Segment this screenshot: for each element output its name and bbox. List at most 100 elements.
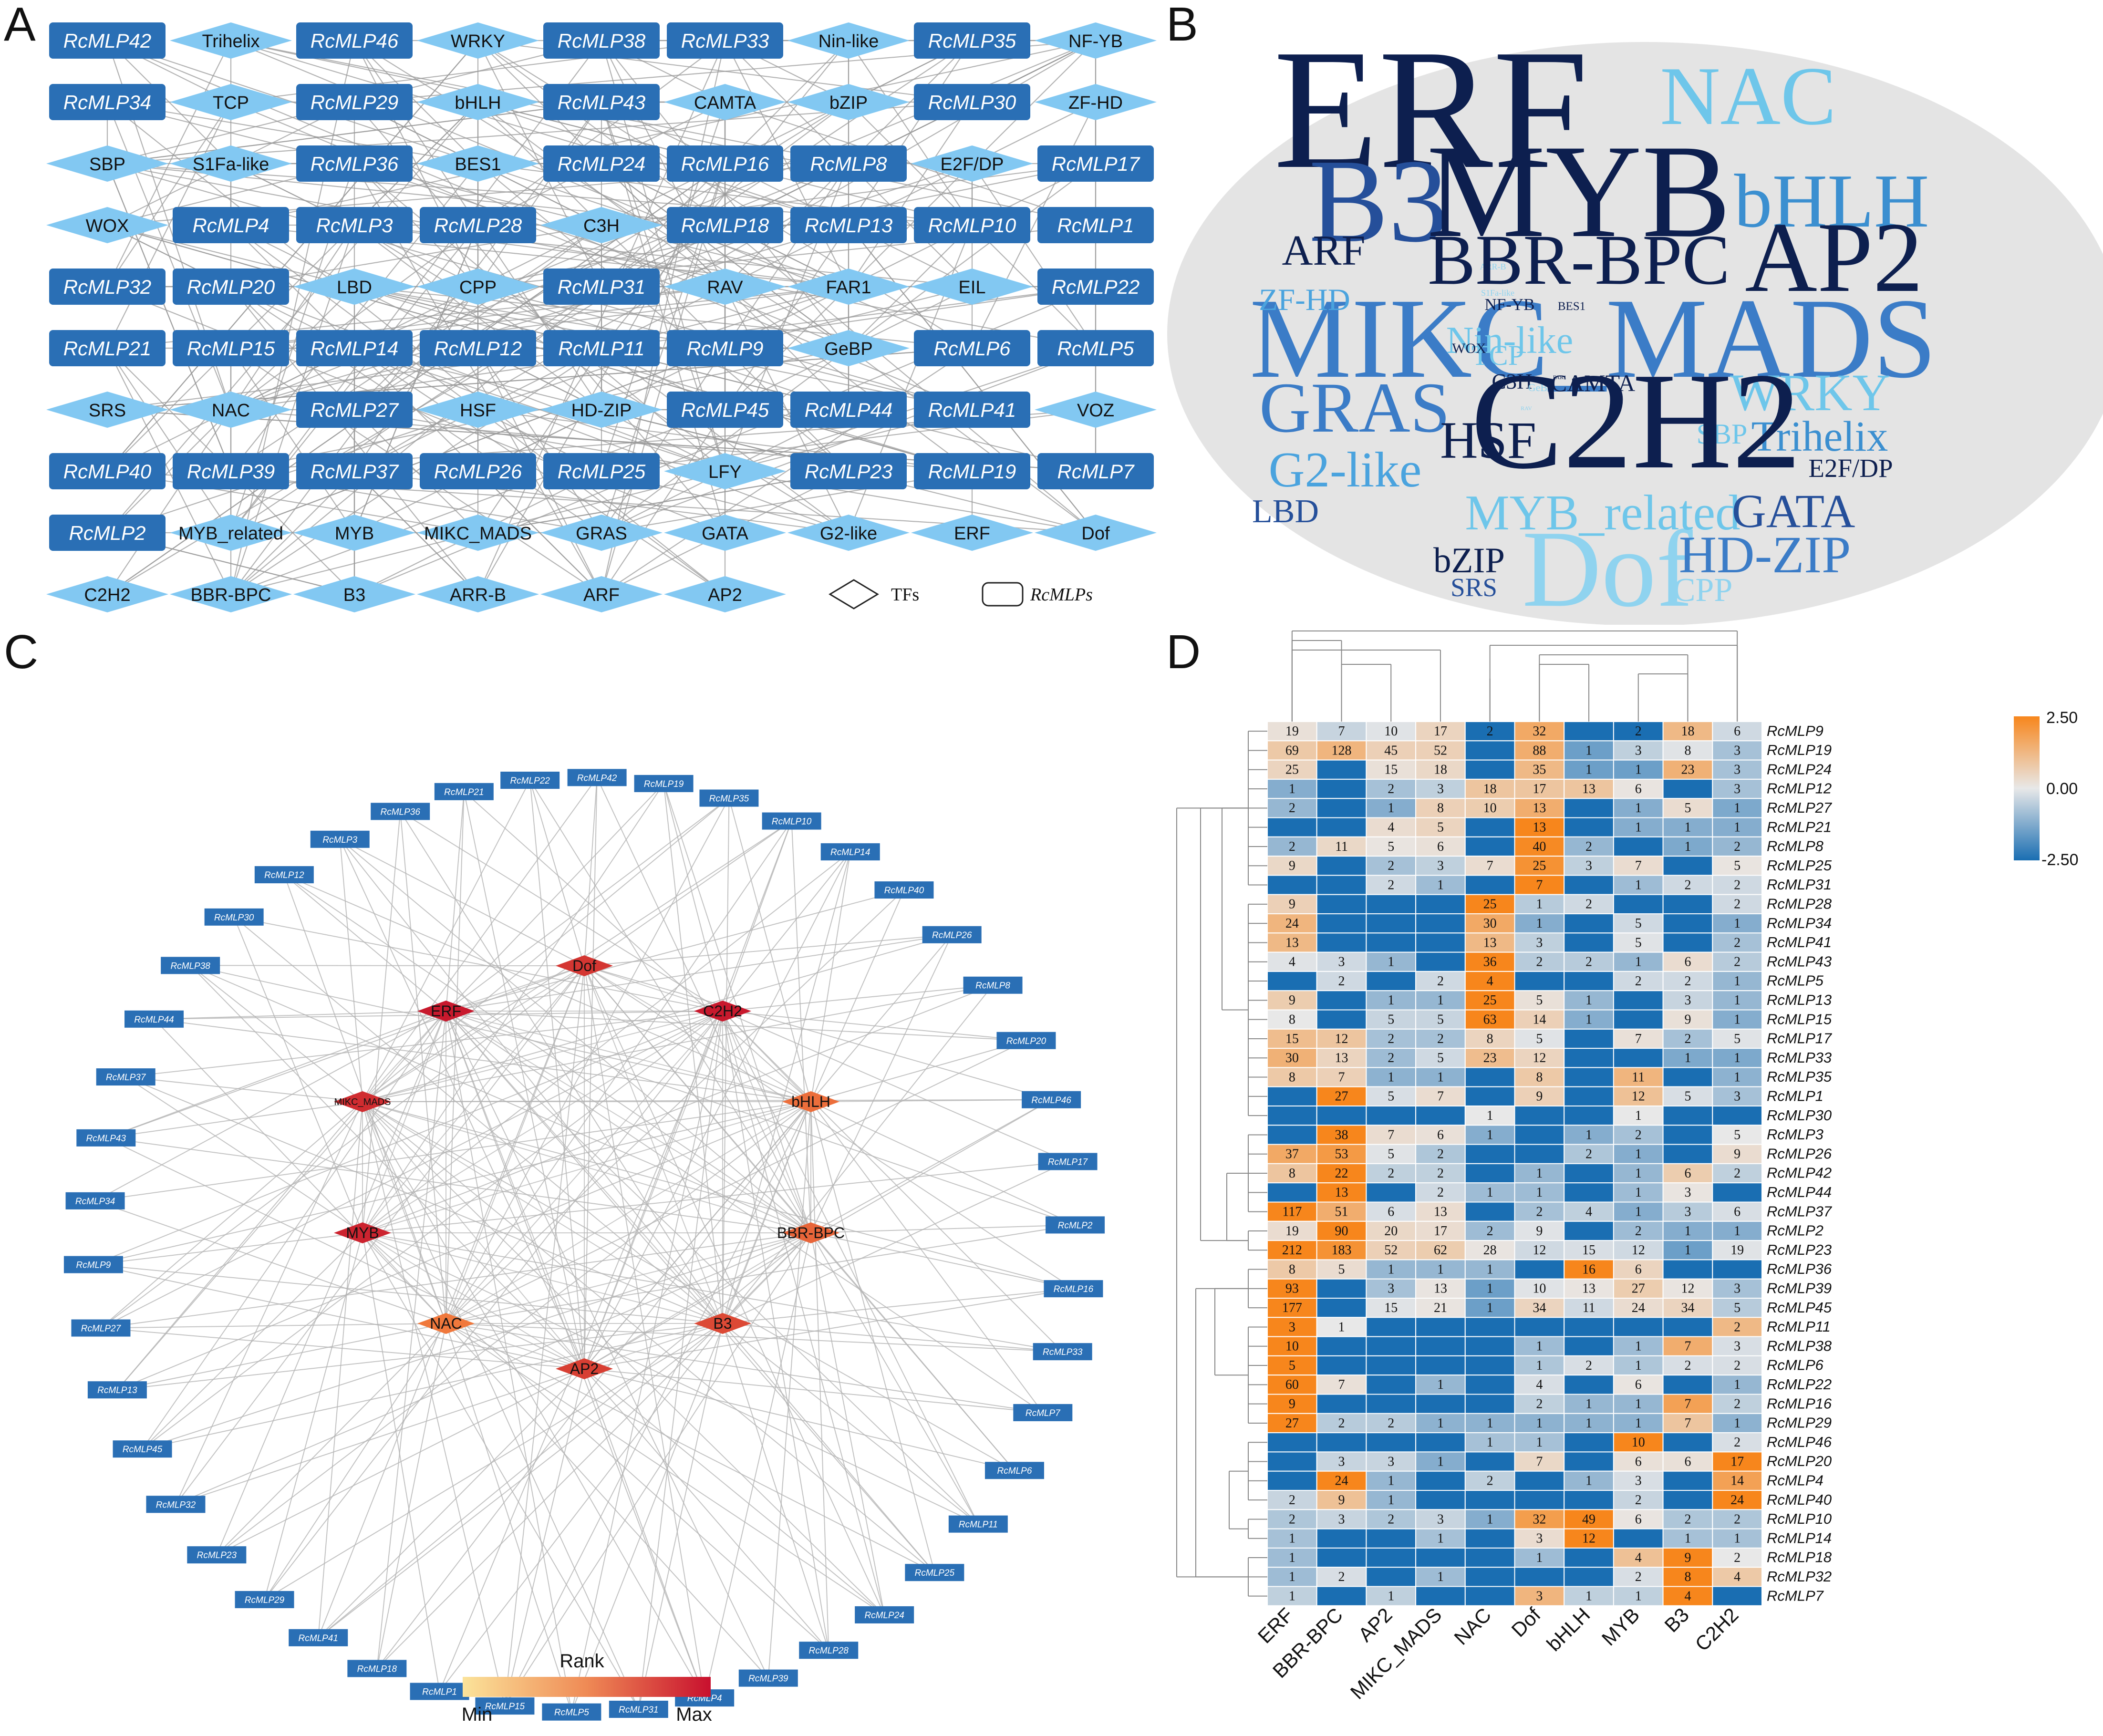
heatmap-cell [1564, 1374, 1614, 1395]
edge [445, 1323, 935, 1573]
heatmap-cell [1267, 971, 1317, 992]
heatmap-cell [1564, 875, 1614, 895]
edge [722, 798, 730, 1324]
mlp-node-box [1037, 269, 1154, 305]
heatmap-cell [1267, 990, 1317, 1011]
edge [810, 1101, 829, 1651]
tf-node: bZIP [787, 84, 910, 120]
mlp-node-label: RcMLP32 [156, 1500, 196, 1510]
tf-node: AP2 [664, 576, 786, 612]
tf-node-label: G2-like [820, 524, 877, 544]
cell-value: 5 [1388, 1089, 1394, 1104]
edge [154, 1019, 446, 1324]
edge [362, 811, 401, 1233]
cell-value: 8 [1289, 1262, 1295, 1277]
cell-value: 3 [1437, 782, 1444, 796]
cell-value: 9 [1338, 1493, 1345, 1508]
word-e2f-dp: E2F/DP [1808, 454, 1893, 483]
mlp-node: RcMLP36 [296, 145, 413, 182]
mlp-node: RcMLP39 [173, 453, 289, 489]
cell-value: 8 [1289, 1070, 1295, 1085]
heatmap-cell [1712, 1298, 1763, 1318]
cell-value: 4 [1684, 1589, 1691, 1604]
tf-node-label: NAC [212, 401, 250, 421]
cell-value: 13 [1335, 1185, 1348, 1200]
cell-value: 1 [1437, 1070, 1444, 1085]
cell-value: 1 [1585, 1013, 1592, 1027]
edge [584, 1101, 811, 1369]
mlp-node-box [543, 453, 660, 489]
heatmap-cell [1366, 856, 1417, 876]
mlp-node-box [543, 22, 660, 59]
heatmap-cell [1564, 1336, 1614, 1356]
cell-value: 2 [1585, 839, 1592, 854]
cell-value: 5 [1734, 858, 1740, 873]
edge [445, 1323, 572, 1712]
heatmap-cell [1464, 1067, 1515, 1087]
edge [362, 1232, 585, 1369]
mlp-node: RcMLP32 [146, 1496, 206, 1513]
tf-node-label: GRAS [576, 524, 627, 544]
cell-value: 9 [1289, 1397, 1295, 1412]
cell-value: 4 [1289, 955, 1295, 970]
edge [264, 1323, 446, 1600]
cell-value: 5 [1684, 801, 1691, 816]
mlp-node-label: RcMLP43 [86, 1134, 126, 1144]
cell-value: 25 [1483, 993, 1497, 1008]
tf-node-diamond [911, 515, 1033, 551]
mlp-node-label: RcMLP32 [63, 276, 151, 298]
heatmap-cell [1564, 1490, 1614, 1510]
mlp-node-label: RcMLP36 [380, 807, 420, 817]
tf-node: ARR-B [417, 576, 539, 612]
cell-value: 2 [1635, 1127, 1642, 1142]
panel-d-heatmap: 19 7 10 17 2 32 2 18 669 128 45 52 88 1 3 8 325 15 18 35 1 1 2… [1176, 630, 2079, 1704]
edge-layer [93, 777, 1076, 1713]
cell-value: 2 [1388, 878, 1394, 892]
edge [767, 1101, 811, 1678]
row-label: RcMLP37 [1767, 1203, 1833, 1219]
mlp-node-box [1037, 453, 1154, 489]
tf-node: WOX [46, 207, 168, 243]
mlp-node: RcMLP32 [49, 269, 166, 305]
cell-value: 17 [1434, 1224, 1447, 1239]
cell-value: 1 [1684, 1224, 1691, 1239]
tf-node-label: MIKC_MADS [424, 524, 532, 544]
mlp-node-label: RcMLP6 [997, 1466, 1032, 1476]
edge [105, 965, 585, 1138]
cell-value: 8 [1289, 1166, 1295, 1181]
cell-value: 15 [1384, 1301, 1398, 1315]
heatmap-cell [1712, 1259, 1763, 1280]
mlp-node: RcMLP14 [296, 330, 413, 366]
edge [376, 1011, 446, 1669]
heatmap-cell [1415, 1163, 1466, 1184]
edge [362, 1011, 446, 1233]
cell-value: 2 [1585, 1358, 1592, 1373]
row-label: RcMLP33 [1767, 1049, 1832, 1066]
mlp-node-box [173, 269, 289, 305]
mlp-node-box [347, 1660, 407, 1677]
mlp-node: RcMLP38 [543, 22, 660, 59]
cell-value: 1 [1437, 1454, 1444, 1469]
edge [362, 1101, 506, 1706]
heatmap-cell [1316, 1586, 1367, 1606]
edge [340, 839, 811, 1233]
edge [445, 783, 664, 1012]
cell-value: 1 [1635, 1358, 1642, 1373]
column-label: NAC [1450, 1603, 1495, 1649]
cell-value: 9 [1289, 858, 1295, 873]
tf-node-label: TCP [213, 93, 249, 113]
edge [142, 1232, 811, 1450]
edge [362, 1101, 811, 1233]
cell-value: 3 [1585, 858, 1592, 873]
mlp-node-box [475, 1697, 535, 1715]
heatmap-cell [1415, 778, 1466, 799]
cell-value: 7 [1338, 1070, 1345, 1085]
mlp-node-label: RcMLP4 [192, 214, 269, 237]
mlp-node-label: RcMLP29 [311, 91, 398, 114]
tf-node: GATA [664, 515, 786, 551]
cell-value: 1 [1635, 801, 1642, 816]
heatmap-cell [1662, 1259, 1713, 1280]
cell-value: 1 [1388, 1070, 1394, 1085]
tf-node: WRKY [417, 22, 539, 59]
edge [400, 811, 723, 1324]
